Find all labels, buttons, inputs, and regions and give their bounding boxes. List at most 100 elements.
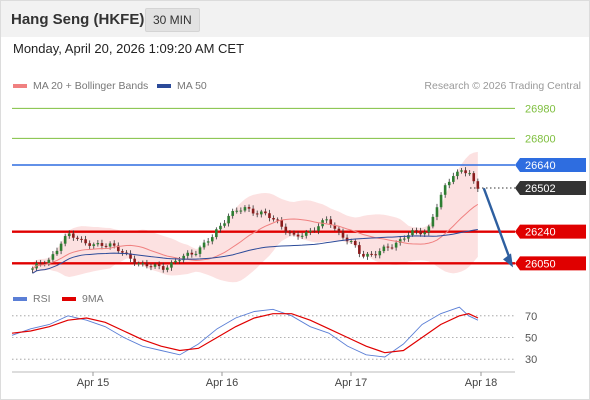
candle-body bbox=[182, 255, 185, 261]
candle-body bbox=[341, 231, 345, 238]
candle-body bbox=[161, 266, 165, 270]
candle-body bbox=[251, 208, 255, 214]
candle-body bbox=[374, 254, 377, 256]
candle-body bbox=[108, 243, 112, 247]
candle-body bbox=[452, 176, 455, 182]
level-label-26240: 26240 bbox=[525, 227, 556, 239]
legend-rsi-label: RSI bbox=[33, 293, 51, 305]
candle-body bbox=[292, 232, 296, 235]
candle-body bbox=[443, 185, 447, 195]
rsi-line bbox=[11, 306, 479, 358]
candle-body bbox=[178, 260, 181, 262]
candle-body bbox=[447, 181, 451, 186]
legend-ma20: MA 20 + Bollinger Bands bbox=[13, 80, 148, 92]
candle-body bbox=[198, 247, 202, 254]
timeframe-badge[interactable]: 30 MIN bbox=[145, 8, 200, 32]
legend-ma50-label: MA 50 bbox=[177, 80, 207, 92]
candle-body bbox=[129, 253, 132, 259]
candle-body bbox=[317, 226, 320, 231]
candle-body bbox=[80, 238, 83, 240]
candle-body bbox=[460, 170, 463, 172]
candle-body bbox=[333, 224, 337, 229]
candle-body bbox=[215, 229, 218, 238]
candle-body bbox=[353, 240, 357, 246]
candle-body bbox=[31, 268, 34, 270]
candle-body bbox=[145, 263, 149, 267]
candle-body bbox=[464, 170, 467, 174]
rsi-tick-70: 70 bbox=[525, 311, 537, 323]
candle-body bbox=[88, 243, 91, 246]
candle-body bbox=[194, 253, 198, 255]
candle-body bbox=[309, 230, 312, 232]
candle-body bbox=[39, 263, 42, 265]
forecast-arrow-head bbox=[503, 253, 513, 268]
ma50-line bbox=[32, 229, 478, 274]
candle-body bbox=[337, 228, 341, 232]
candle-body bbox=[92, 244, 96, 246]
level-tag-26240: 26240 bbox=[515, 224, 586, 239]
candle-body bbox=[378, 251, 382, 256]
rsi-ma-swatch bbox=[62, 297, 76, 301]
candle-body bbox=[141, 263, 145, 265]
candle-body bbox=[235, 210, 239, 212]
level-label-26800: 26800 bbox=[525, 133, 556, 145]
legend-ma20-label: MA 20 + Bollinger Bands bbox=[33, 80, 149, 92]
candle-body bbox=[116, 245, 120, 252]
forecast-arrow-shaft bbox=[482, 187, 512, 260]
candle-body bbox=[72, 233, 75, 238]
candle-body bbox=[431, 216, 435, 227]
candle-body bbox=[268, 213, 271, 218]
candle-body bbox=[43, 263, 47, 265]
candle-body bbox=[227, 215, 230, 224]
level-tag-bg-26050 bbox=[515, 256, 586, 271]
candle-body bbox=[67, 233, 71, 237]
ma20-line bbox=[32, 203, 479, 269]
candle-body bbox=[166, 267, 169, 270]
candle-body bbox=[259, 211, 263, 215]
bollinger-band bbox=[32, 151, 478, 283]
candle-body bbox=[304, 231, 308, 236]
candle-body bbox=[366, 253, 369, 257]
candle-body bbox=[382, 246, 386, 252]
candle-body bbox=[55, 250, 59, 255]
candle-body bbox=[472, 173, 476, 182]
candle-body bbox=[153, 264, 157, 267]
candle-body bbox=[137, 263, 141, 265]
candle-body bbox=[100, 243, 104, 246]
candle-body bbox=[439, 194, 443, 208]
candle-body bbox=[468, 173, 471, 175]
legend-rsi-ma: 9MA bbox=[62, 293, 104, 305]
candle-body bbox=[264, 211, 267, 214]
level-tag-26800: 26800 bbox=[525, 133, 556, 145]
candle-body bbox=[231, 211, 234, 216]
level-tag-26640: 26640 bbox=[515, 158, 586, 172]
candle-body bbox=[174, 260, 177, 263]
candle-body bbox=[300, 235, 304, 237]
level-tag-bg-26240 bbox=[515, 224, 586, 239]
level-label-26050: 26050 bbox=[525, 258, 556, 270]
candle-body bbox=[415, 230, 418, 232]
candle-body bbox=[223, 223, 226, 226]
candle-body bbox=[349, 240, 353, 242]
candle-body bbox=[419, 231, 422, 235]
candle-body bbox=[390, 247, 394, 249]
candle-body bbox=[402, 238, 406, 240]
candle-body bbox=[243, 207, 247, 211]
level-tag-26502: 26502 bbox=[515, 181, 586, 195]
level-tag-bg-26640 bbox=[515, 158, 586, 172]
level-tag-26050: 26050 bbox=[515, 256, 586, 271]
rsi-tick-50: 50 bbox=[525, 333, 537, 345]
candle-body bbox=[358, 245, 361, 254]
candle-body bbox=[76, 237, 79, 239]
legend-rsi-ma-label: 9MA bbox=[82, 293, 104, 305]
rsi-tick-30: 30 bbox=[525, 354, 537, 366]
candle-body bbox=[47, 259, 51, 264]
candle-body bbox=[272, 217, 275, 220]
candle-body bbox=[51, 254, 55, 260]
candle-body bbox=[210, 237, 214, 242]
timestamp: Monday, April 20, 2026 1:09:20 AM CET bbox=[13, 41, 245, 56]
x-tick-label-0: Apr 15 bbox=[77, 377, 109, 389]
candle-body bbox=[280, 220, 284, 227]
candle-body bbox=[407, 235, 410, 239]
legend-rsi: RSI bbox=[13, 293, 51, 305]
